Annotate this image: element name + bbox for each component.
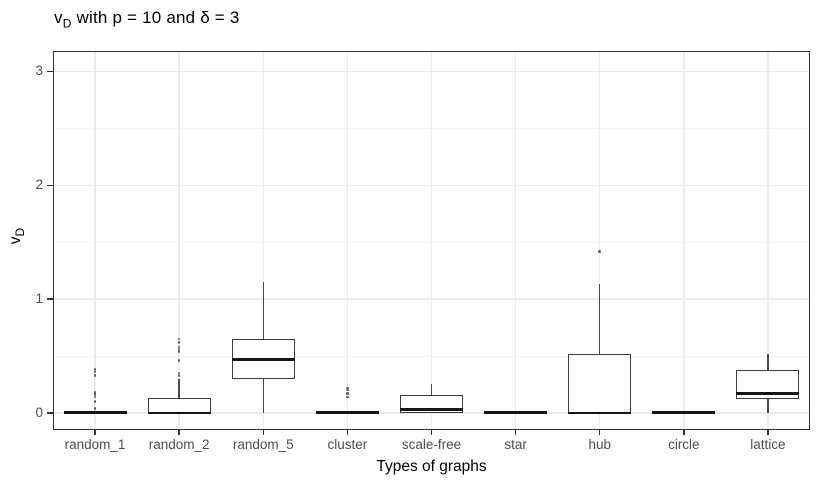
outlier-point	[346, 392, 349, 395]
x-axis-tick	[178, 430, 180, 435]
outlier-point	[177, 350, 181, 353]
upper-whisker-random_5	[262, 282, 265, 339]
x-tick-label: lattice	[750, 437, 786, 452]
x-tick-label: random_2	[148, 437, 210, 452]
box-random_2	[147, 398, 211, 413]
gridline-major-x	[683, 51, 685, 430]
chart-title: vD with p = 10 and δ = 3	[54, 8, 240, 30]
lower-whisker-lattice	[767, 399, 769, 413]
chart-title-prefix: v	[54, 8, 63, 27]
y-axis-tick	[47, 412, 53, 414]
x-axis-tick	[683, 430, 685, 435]
outlier-point	[93, 393, 97, 396]
outlier-point	[177, 341, 181, 344]
gridline-major-x	[767, 51, 769, 430]
median-hub	[568, 411, 632, 414]
gridline-major-x	[598, 51, 601, 430]
median-random_1	[63, 411, 127, 415]
outlier-point	[177, 337, 181, 341]
x-tick-label: random_1	[64, 437, 126, 452]
gridline-major-x	[430, 51, 433, 430]
lower-whisker-random_5	[262, 378, 265, 413]
x-tick-label: hub	[588, 437, 611, 452]
chart-title-suffix: with p = 10 and δ = 3	[71, 8, 240, 27]
median-random_2	[147, 411, 211, 414]
gridline-major-x	[262, 51, 265, 430]
outlier-point	[93, 395, 97, 399]
y-tick-label: 2	[35, 177, 43, 193]
outlier-point	[93, 374, 97, 377]
x-tick-label: random_5	[232, 437, 294, 452]
median-lattice	[736, 392, 800, 395]
box-lattice	[736, 369, 800, 400]
y-axis-title-subscript: D	[13, 227, 28, 237]
upper-whisker-random_2	[178, 378, 180, 399]
box-scale-free	[400, 394, 463, 413]
x-tick-label: scale-free	[401, 437, 462, 452]
x-axis-tick	[598, 430, 601, 435]
outlier-point	[346, 395, 349, 399]
outlier-point	[93, 407, 97, 410]
gridline-major-x	[178, 51, 180, 430]
panel-border	[53, 51, 810, 430]
median-scale-free	[400, 408, 463, 411]
gridline-major-x	[346, 51, 349, 430]
outlier-point	[346, 388, 349, 392]
box-hub	[568, 353, 632, 413]
x-axis-tick	[262, 430, 265, 435]
y-axis-title: vD	[7, 206, 28, 266]
x-axis-tick	[514, 430, 517, 435]
x-tick-label: cluster	[327, 437, 368, 452]
upper-whisker-lattice	[767, 353, 769, 370]
outlier-point	[93, 370, 97, 374]
median-random_5	[231, 358, 295, 361]
y-tick-label: 0	[35, 404, 43, 420]
outlier-point	[598, 250, 602, 253]
x-axis-tick	[346, 430, 349, 435]
outlier-point	[177, 374, 181, 377]
outlier-point	[177, 359, 181, 362]
upper-whisker-scale-free	[430, 384, 433, 395]
y-tick-label: 1	[35, 291, 43, 307]
upper-whisker-hub	[598, 284, 601, 354]
outlier-point	[177, 345, 181, 349]
y-axis-title-prefix: v	[7, 236, 24, 245]
x-axis-title: Types of graphs	[376, 458, 487, 475]
outlier-point	[93, 400, 97, 403]
y-axis-tick	[47, 184, 53, 187]
x-axis-tick	[430, 430, 433, 435]
gridline-major-x	[94, 51, 96, 430]
outlier-point	[177, 371, 181, 375]
median-cluster	[315, 411, 379, 415]
y-axis-tick	[47, 70, 53, 73]
outlier-point	[93, 391, 97, 394]
median-circle	[652, 411, 716, 415]
x-axis-tick	[94, 430, 96, 435]
y-axis-tick	[47, 298, 53, 300]
x-tick-label: circle	[668, 437, 700, 452]
gridline-major-x	[514, 51, 517, 430]
y-tick-label: 3	[35, 63, 43, 79]
outlier-point	[346, 386, 349, 390]
x-tick-label: star	[504, 437, 527, 452]
chart-title-subscript: D	[62, 16, 72, 31]
outlier-point	[93, 368, 97, 371]
median-star	[484, 411, 548, 415]
x-axis-tick	[767, 430, 769, 435]
outlier-point	[177, 347, 181, 351]
